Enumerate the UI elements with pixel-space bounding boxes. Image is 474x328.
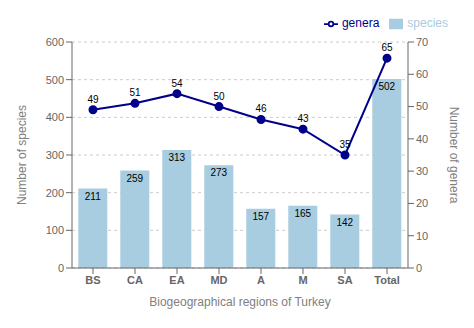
svg-text:0: 0 — [58, 262, 64, 274]
svg-text:Number of genera: Number of genera — [447, 107, 461, 204]
svg-text:211: 211 — [85, 191, 101, 202]
svg-text:200: 200 — [46, 187, 64, 199]
svg-text:Biogeographical regions of Tur: Biogeographical regions of Turkey — [149, 295, 330, 309]
svg-text:600: 600 — [46, 36, 64, 48]
svg-text:400: 400 — [46, 111, 64, 123]
svg-text:CA: CA — [127, 274, 143, 286]
svg-text:165: 165 — [294, 208, 311, 219]
svg-text:157: 157 — [252, 211, 269, 222]
svg-text:20: 20 — [416, 197, 428, 209]
svg-text:10: 10 — [416, 230, 428, 242]
svg-text:273: 273 — [210, 167, 227, 178]
svg-text:51: 51 — [129, 87, 141, 98]
svg-text:54: 54 — [171, 78, 183, 89]
svg-text:65: 65 — [381, 42, 393, 53]
svg-text:142: 142 — [336, 217, 353, 228]
svg-text:30: 30 — [416, 165, 428, 177]
svg-text:60: 60 — [416, 68, 428, 80]
svg-text:EA: EA — [169, 274, 184, 286]
svg-text:46: 46 — [255, 103, 267, 114]
svg-text:49: 49 — [87, 94, 99, 105]
svg-text:100: 100 — [46, 224, 64, 236]
svg-text:313: 313 — [168, 152, 185, 163]
svg-text:40: 40 — [416, 133, 428, 145]
svg-text:50: 50 — [416, 100, 428, 112]
html-text:genera: genera — [341, 16, 380, 30]
svg-text:500: 500 — [46, 74, 64, 86]
svg-text:BS: BS — [85, 274, 100, 286]
svg-text:M: M — [298, 274, 307, 286]
svg-text:Number of species: Number of species — [15, 105, 29, 205]
svg-text:0: 0 — [416, 262, 422, 274]
svg-text:MD: MD — [210, 274, 227, 286]
svg-text:50: 50 — [213, 91, 225, 102]
html-text:species: species — [407, 16, 448, 30]
svg-text:35: 35 — [339, 139, 351, 150]
svg-text:259: 259 — [126, 173, 143, 184]
svg-text:Total: Total — [374, 274, 399, 286]
svg-text:43: 43 — [297, 113, 309, 124]
svg-text:A: A — [257, 274, 265, 286]
svg-text:70: 70 — [416, 36, 428, 48]
svg-text:502: 502 — [378, 81, 395, 92]
svg-text:SA: SA — [337, 274, 352, 286]
svg-text:300: 300 — [46, 149, 64, 161]
